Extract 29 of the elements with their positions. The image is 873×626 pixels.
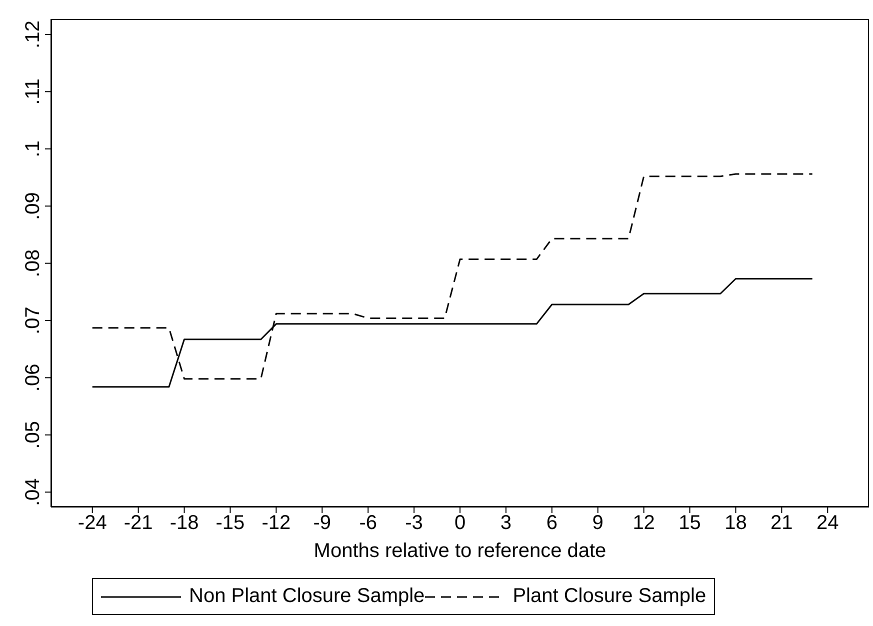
x-tick-label: 24 <box>816 512 839 534</box>
y-tick-label: .06 <box>22 364 44 392</box>
y-tick-label: .08 <box>22 249 44 278</box>
x-axis-title: Months relative to reference date <box>314 540 606 562</box>
y-tick-label: .11 <box>22 78 44 105</box>
legend-label: Plant Closure Sample <box>512 585 706 608</box>
y-tick-label: .04 <box>22 478 44 506</box>
x-tick-label: 15 <box>678 512 701 534</box>
x-tick-label: 9 <box>592 512 604 534</box>
x-tick-label: -21 <box>124 512 153 534</box>
x-tick-label: 21 <box>770 512 793 534</box>
x-tick-label: 6 <box>546 512 558 534</box>
x-tick-label: -24 <box>78 512 107 534</box>
y-tick-label: .1 <box>22 140 44 158</box>
x-tick-label: -3 <box>405 512 423 534</box>
x-tick-label: 12 <box>632 512 655 534</box>
x-tick-label: 0 <box>454 512 466 534</box>
x-tick-label: -15 <box>216 512 245 534</box>
x-tick-label: -12 <box>262 512 291 534</box>
x-tick-label: 18 <box>724 512 747 534</box>
x-tick-label: 3 <box>500 512 512 534</box>
y-tick-label: .07 <box>22 306 44 334</box>
x-tick-label: -9 <box>313 512 332 534</box>
y-tick-label: .05 <box>22 421 44 449</box>
x-tick-label: -18 <box>170 512 199 534</box>
y-tick-label: .12 <box>22 20 44 48</box>
y-tick-label: .09 <box>22 192 44 220</box>
x-tick-label: -6 <box>359 512 377 534</box>
legend-label: Non Plant Closure Sample <box>189 585 425 608</box>
